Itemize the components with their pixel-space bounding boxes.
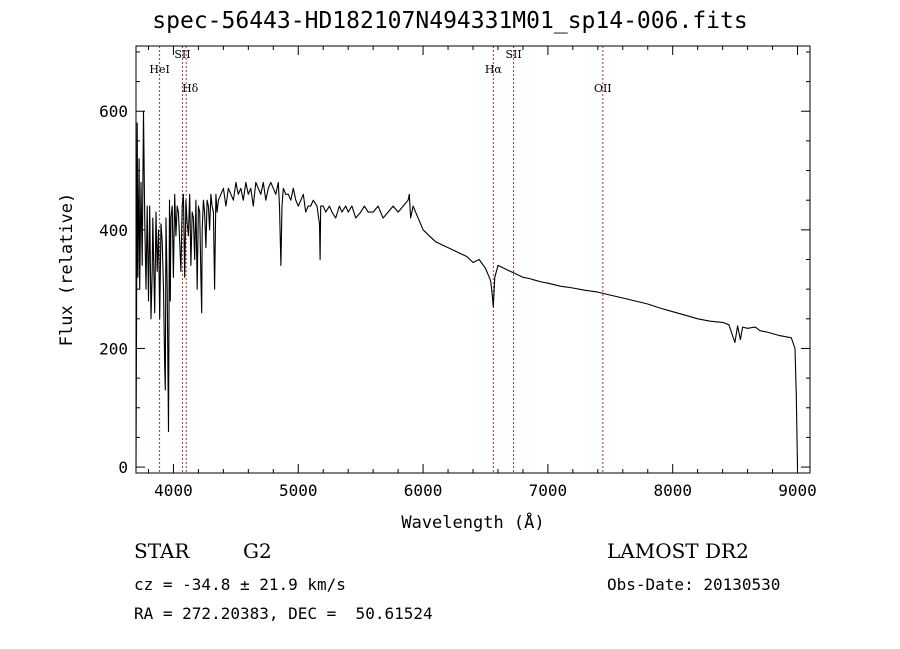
x-tick-label: 4000 <box>154 481 193 500</box>
line-marker-label: Hα <box>485 63 503 76</box>
x-tick-label: 6000 <box>404 481 443 500</box>
survey-name: LAMOST DR2 <box>607 539 749 563</box>
line-marker-label: SII <box>505 48 521 61</box>
y-axis-label: Flux (relative) <box>57 193 77 347</box>
observation-date: Obs-Date: 20130530 <box>607 575 781 594</box>
x-tick-label: 7000 <box>529 481 568 500</box>
x-tick-label: 9000 <box>778 481 817 500</box>
y-tick-label: 0 <box>118 458 128 477</box>
y-tick-label: 400 <box>99 221 128 240</box>
line-marker-label: Hδ <box>182 82 199 95</box>
y-tick-label: 600 <box>99 102 128 121</box>
object-class: STAR <box>134 539 190 563</box>
x-tick-label: 8000 <box>653 481 692 500</box>
x-axis-label: Wavelength (Å) <box>401 511 544 533</box>
x-tick-label: 5000 <box>279 481 318 500</box>
y-tick-label: 200 <box>99 339 128 358</box>
object-subclass: G2 <box>243 539 272 563</box>
plot-frame <box>135 45 811 474</box>
redshift-cz: cz = -34.8 ± 21.9 km/s <box>134 575 346 594</box>
line-marker-label: OII <box>594 82 612 95</box>
spectrum-line <box>135 110 799 468</box>
coordinates: RA = 272.20383, DEC = 50.61524 <box>134 604 433 623</box>
line-marker-label: HeI <box>149 63 169 76</box>
chart-title: spec-56443-HD182107N494331M01_sp14-006.f… <box>152 8 748 34</box>
line-marker-label: SII <box>174 48 190 61</box>
